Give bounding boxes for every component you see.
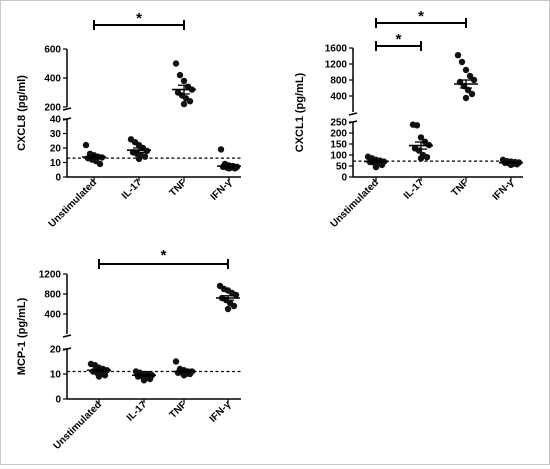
category-label: IFN-γ: [208, 399, 234, 425]
y-tick-label: 400: [44, 310, 61, 321]
data-point: [423, 154, 431, 161]
category-label: IFN-γ: [491, 177, 517, 203]
y-tick-label: 0: [341, 173, 347, 184]
y-tick-label: 800: [330, 76, 347, 87]
category-label: Unstimulated: [52, 399, 105, 452]
data-point: [176, 71, 184, 79]
data-point: [462, 66, 470, 74]
chart-3: 0 10 20 400 800 1200 MCP-1 (pg/mL) Unstimulated…: [16, 247, 241, 452]
data-point: [146, 375, 154, 383]
category-label: TNF: [168, 399, 190, 421]
y-tick-label: 1600: [325, 44, 348, 55]
data-point: [217, 146, 225, 153]
category-label: TNF: [450, 177, 472, 199]
y-tick-label: 10: [50, 158, 62, 169]
category-label: TNF: [168, 177, 190, 199]
data-point: [141, 153, 149, 160]
category-label: IL-17: [120, 177, 145, 202]
data-point: [458, 58, 466, 66]
y-tick-label: 10: [50, 370, 62, 381]
category-label: Unstimulated: [47, 177, 100, 230]
significance-star: *: [161, 247, 167, 264]
data-point: [180, 77, 188, 85]
data-point: [135, 155, 143, 163]
data-point: [232, 291, 240, 299]
y-tick-label: 600: [44, 45, 61, 56]
data-point: [224, 305, 232, 313]
y-tick-label: 40: [50, 115, 62, 126]
data-point: [413, 122, 421, 129]
y-tick-label: 250: [330, 118, 347, 129]
y-tick-label: 30: [50, 129, 62, 140]
category-label: IL-17: [402, 177, 427, 202]
data-point: [468, 90, 476, 98]
y-tick-label: 200: [44, 103, 61, 114]
y-tick-label: 400: [44, 74, 61, 85]
data-point: [172, 358, 180, 365]
data-point: [101, 372, 109, 379]
axis-break-mark: [62, 334, 72, 338]
data-point: [172, 60, 180, 67]
data-point: [82, 141, 90, 149]
y-tick-label: 50: [336, 162, 348, 173]
data-point: [96, 160, 104, 168]
data-point: [95, 373, 103, 380]
data-point: [466, 72, 474, 80]
y-tick-label: 20: [50, 144, 62, 155]
y-tick-label: 0: [55, 173, 61, 184]
data-point: [417, 155, 425, 162]
y-axis-label: MCP-1 (pg/mL): [16, 297, 28, 375]
data-point: [230, 302, 238, 310]
data-point: [186, 98, 194, 105]
y-tick-label: 1200: [325, 60, 348, 71]
data-point: [180, 372, 188, 379]
axis-break-mark: [348, 112, 358, 116]
y-tick-label: 20: [50, 345, 62, 356]
data-point: [417, 134, 425, 141]
category-label: IL-17: [125, 399, 150, 424]
significance-star: *: [396, 31, 402, 48]
y-tick-label: 1200: [39, 270, 62, 281]
y-tick-label: 100: [330, 151, 347, 162]
significance-star: *: [136, 10, 142, 27]
y-tick-label: 800: [44, 290, 61, 301]
significance-star: *: [418, 8, 424, 25]
data-point: [372, 163, 380, 171]
data-point: [462, 94, 470, 102]
category-label: IFN-γ: [209, 177, 235, 203]
data-point: [470, 76, 478, 84]
y-axis-label: CXCL1 (pg/mL): [294, 72, 306, 152]
y-tick-label: 200: [330, 129, 347, 140]
category-label: Unstimulated: [329, 177, 382, 230]
y-tick-label: 400: [330, 92, 347, 103]
data-point: [454, 52, 462, 59]
y-tick-label: 150: [330, 140, 347, 151]
data-point: [180, 100, 188, 108]
y-axis-label: CXCL8 (pg/ml): [16, 75, 28, 151]
axis-break-mark: [62, 107, 72, 111]
data-point: [140, 377, 148, 384]
y-tick-label: 0: [55, 395, 61, 406]
